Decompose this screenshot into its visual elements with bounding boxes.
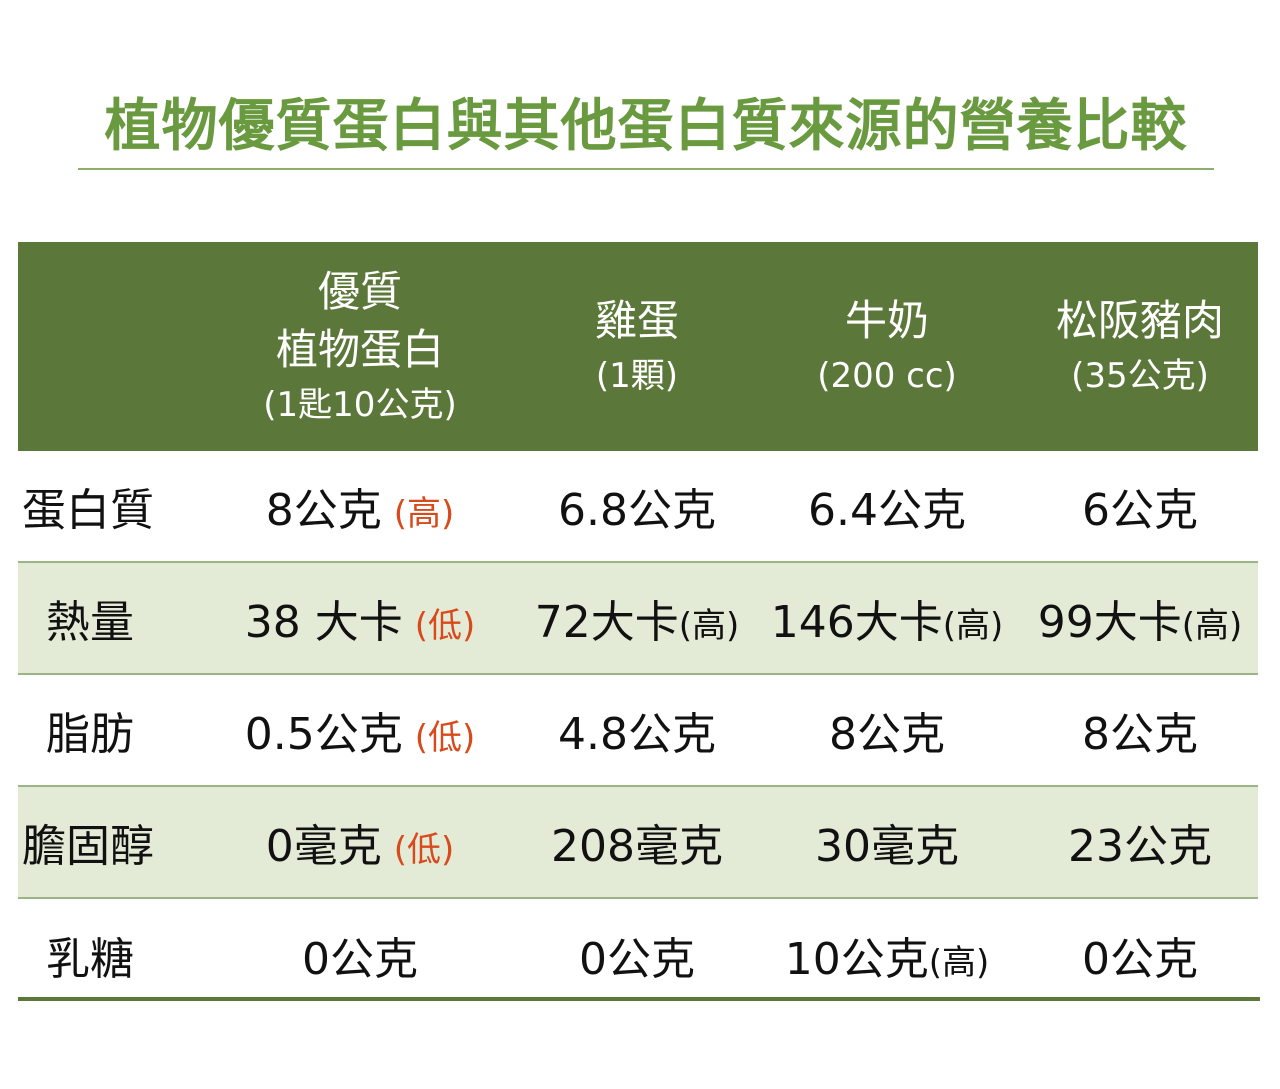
header-name-line: 牛奶 xyxy=(844,295,929,345)
header-milk: 牛奶 (200 cc) xyxy=(752,242,1022,451)
cell-value: 10公克 xyxy=(784,934,929,985)
header-pork: 松阪豬肉 (35公克) xyxy=(1022,242,1258,451)
cell-value: 4.8公克 xyxy=(558,709,716,760)
cell-value: 99大卡 xyxy=(1037,597,1182,648)
header-plant-protein: 優質 植物蛋白 (1匙10公克) xyxy=(198,242,522,451)
table-cell: 0公克 xyxy=(198,923,522,987)
cell-value: 0.5公克 xyxy=(244,709,403,760)
header-corner-cell xyxy=(18,242,198,451)
table-cell: 6.4公克 xyxy=(752,474,1022,538)
cell-value: 208毫克 xyxy=(551,821,723,872)
table-cell: 146大卡(高) xyxy=(752,586,1022,650)
level-note: (高) xyxy=(678,606,740,646)
row-label: 熱量 xyxy=(46,597,134,648)
header-name-line: 植物蛋白 xyxy=(275,324,444,374)
row-label: 膽固醇 xyxy=(22,821,154,872)
cell-value: 0公克 xyxy=(302,934,418,985)
cell-value: 38 大卡 xyxy=(244,597,403,648)
table-row: 脂肪 0.5公克 (低) 4.8公克 8公克 8公克 xyxy=(18,675,1258,787)
header-egg: 雞蛋 (1顆) xyxy=(522,242,752,451)
row-label: 乳糖 xyxy=(46,934,134,985)
table-cell: 8公克 (高) xyxy=(198,474,522,538)
table-cell: 0.5公克 (低) xyxy=(198,698,522,762)
table-cell: 8公克 xyxy=(1022,698,1258,762)
table-cell: 8公克 xyxy=(752,698,1022,762)
header-serving: (200 cc) xyxy=(817,355,957,396)
level-note: (高) xyxy=(1181,606,1243,646)
header-name-line: 雞蛋 xyxy=(594,295,679,345)
table-cell: 6公克 xyxy=(1022,474,1258,538)
table-row: 膽固醇 0毫克 (低) 208毫克 30毫克 23公克 xyxy=(18,787,1258,899)
table-bottom-rule xyxy=(18,997,1260,1001)
cell-value: 0公克 xyxy=(1082,934,1198,985)
level-note: (低) xyxy=(393,830,455,870)
cell-value: 6.8公克 xyxy=(558,485,716,536)
table-cell: 4.8公克 xyxy=(522,698,752,762)
header-name-line: 優質 xyxy=(317,266,402,316)
level-note: (低) xyxy=(414,606,476,646)
table-row: 乳糖 0公克 0公克 10公克(高) 0公克 xyxy=(18,899,1258,1011)
header-serving: (1匙10公克) xyxy=(263,384,457,425)
table-body: 蛋白質 8公克 (高) 6.8公克 6.4公克 6公克 熱量 38 大卡 (低) 72大卡(高) 1… xyxy=(18,451,1258,1011)
table-cell: 208毫克 xyxy=(522,810,752,874)
level-note: (低) xyxy=(414,718,476,758)
cell-value: 146大卡 xyxy=(770,597,943,648)
table-cell: 38 大卡 (低) xyxy=(198,586,522,650)
header-serving: (35公克) xyxy=(1071,355,1209,396)
table-cell: 23公克 xyxy=(1022,810,1258,874)
table-cell: 0公克 xyxy=(1022,923,1258,987)
level-note: (高) xyxy=(393,494,455,534)
cell-value: 6公克 xyxy=(1082,485,1198,536)
cell-value: 8公克 xyxy=(829,709,945,760)
cell-value: 30毫克 xyxy=(815,821,959,872)
cell-value: 23公克 xyxy=(1068,821,1212,872)
cell-value: 72大卡 xyxy=(534,597,679,648)
table-cell: 0毫克 (低) xyxy=(198,810,522,874)
header-serving: (1顆) xyxy=(595,355,679,396)
title-underline xyxy=(78,168,1214,170)
header-name-line: 松阪豬肉 xyxy=(1055,295,1224,345)
table-row: 蛋白質 8公克 (高) 6.8公克 6.4公克 6公克 xyxy=(18,451,1258,563)
row-label: 蛋白質 xyxy=(22,485,154,536)
table-cell: 0公克 xyxy=(522,923,752,987)
cell-value: 0毫克 xyxy=(265,821,382,872)
table-cell: 99大卡(高) xyxy=(1022,586,1258,650)
row-label: 脂肪 xyxy=(46,709,134,760)
nutrition-comparison-table: 優質 植物蛋白 (1匙10公克) 雞蛋 (1顆) 牛奶 (200 cc) 松阪豬… xyxy=(18,242,1258,1011)
cell-value: 8公克 xyxy=(265,485,382,536)
level-note: (高) xyxy=(928,943,990,983)
table-cell: 10公克(高) xyxy=(752,923,1022,987)
table-row: 熱量 38 大卡 (低) 72大卡(高) 146大卡(高) 99大卡(高) xyxy=(18,563,1258,675)
table-cell: 6.8公克 xyxy=(522,474,752,538)
table-cell: 72大卡(高) xyxy=(522,586,752,650)
table-header-row: 優質 植物蛋白 (1匙10公克) 雞蛋 (1顆) 牛奶 (200 cc) 松阪豬… xyxy=(18,242,1258,451)
cell-value: 8公克 xyxy=(1082,709,1198,760)
level-note: (高) xyxy=(942,606,1004,646)
page-title: 植物優質蛋白與其他蛋白質來源的營養比較 xyxy=(104,94,1188,159)
table-cell: 30毫克 xyxy=(752,810,1022,874)
cell-value: 0公克 xyxy=(579,934,695,985)
cell-value: 6.4公克 xyxy=(808,485,966,536)
